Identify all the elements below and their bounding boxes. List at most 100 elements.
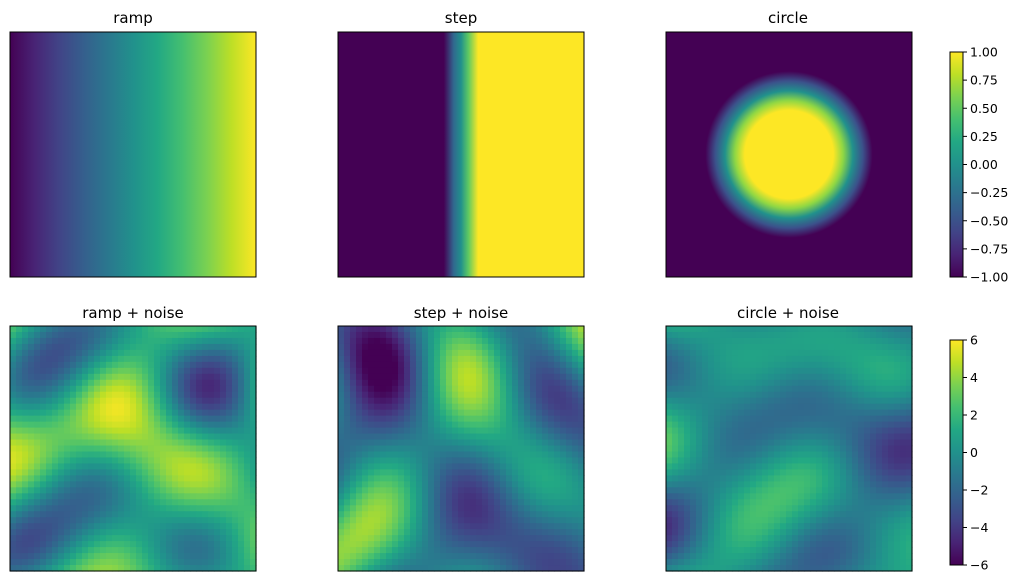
heatmap-cell <box>518 487 525 494</box>
heatmap-cell <box>106 523 113 530</box>
heatmap-cell <box>88 326 95 333</box>
heatmap-cell <box>774 403 781 411</box>
heatmap-cell <box>488 433 495 441</box>
heatmap-cell <box>738 535 745 542</box>
heatmap-cell <box>548 427 555 435</box>
heatmap-cell <box>416 559 423 566</box>
heatmap-cell <box>76 469 83 476</box>
heatmap-cell <box>250 523 257 530</box>
heatmap-cell <box>888 379 895 387</box>
heatmap-cell <box>780 463 787 471</box>
heatmap-cell <box>548 559 555 566</box>
heatmap-cell <box>202 457 209 465</box>
heatmap-cell <box>94 529 101 536</box>
heatmap-cell <box>870 349 877 357</box>
heatmap-cell <box>118 487 125 494</box>
heatmap-cell <box>172 535 179 542</box>
heatmap-cell <box>434 457 441 465</box>
heatmap-cell <box>70 535 77 542</box>
heatmap-cell <box>106 337 113 345</box>
heatmap-cell <box>142 403 149 411</box>
heatmap-cell <box>106 511 113 518</box>
heatmap-cell <box>690 361 697 369</box>
heatmap-cell <box>52 481 59 488</box>
heatmap-cell <box>578 331 585 339</box>
heatmap-cell <box>220 523 227 530</box>
heatmap-cell <box>798 427 805 435</box>
heatmap-cell <box>870 361 877 369</box>
heatmap-cell <box>160 415 167 423</box>
heatmap-cell <box>166 385 173 393</box>
heatmap-cell <box>690 463 697 471</box>
heatmap-cell <box>762 481 769 488</box>
heatmap-cell <box>10 529 17 536</box>
heatmap-cell <box>530 559 537 566</box>
heatmap-cell <box>362 409 369 417</box>
heatmap-cell <box>196 373 203 381</box>
heatmap-cell <box>190 361 197 369</box>
heatmap-cell <box>566 493 573 500</box>
heatmap-cell <box>780 445 787 453</box>
heatmap-cell <box>40 421 47 429</box>
heatmap-cell <box>512 487 519 494</box>
heatmap-cell <box>738 409 745 417</box>
heatmap-cell <box>142 529 149 536</box>
heatmap-cell <box>124 421 131 429</box>
heatmap-cell <box>744 559 751 566</box>
heatmap-cell <box>124 427 131 435</box>
heatmap-cell <box>166 547 173 554</box>
heatmap-cell <box>780 421 787 429</box>
heatmap-cell <box>864 355 871 363</box>
heatmap-cell <box>124 511 131 518</box>
heatmap-cell <box>708 415 715 423</box>
heatmap-cell <box>816 385 823 393</box>
heatmap-cell <box>178 355 185 363</box>
heatmap-cell <box>52 463 59 471</box>
heatmap-cell <box>16 529 23 536</box>
heatmap-cell <box>440 493 447 500</box>
heatmap-cell <box>398 385 405 393</box>
heatmap-cell <box>422 355 429 363</box>
heatmap-cell <box>40 445 47 453</box>
heatmap-cell <box>470 439 477 447</box>
heatmap-cell <box>684 421 691 429</box>
heatmap-cell <box>190 326 197 333</box>
heatmap-cell <box>250 481 257 488</box>
heatmap-cell <box>52 415 59 423</box>
heatmap-cell <box>476 403 483 411</box>
heatmap-cell <box>888 421 895 429</box>
heatmap-cell <box>220 427 227 435</box>
heatmap-cell <box>142 475 149 482</box>
heatmap-cell <box>684 427 691 435</box>
heatmap-cell <box>380 469 387 476</box>
heatmap-cell <box>220 343 227 351</box>
heatmap-cell <box>166 529 173 536</box>
heatmap-cell <box>166 361 173 369</box>
heatmap-cell <box>882 349 889 357</box>
heatmap-cell <box>64 409 71 417</box>
heatmap-cell <box>512 523 519 530</box>
heatmap-cell <box>768 361 775 369</box>
heatmap-cell <box>732 367 739 375</box>
heatmap-cell <box>792 433 799 441</box>
heatmap-cell <box>744 391 751 399</box>
heatmap-cell <box>894 433 901 441</box>
heatmap-cell <box>750 361 757 369</box>
heatmap-cell <box>482 367 489 375</box>
heatmap-cell <box>768 409 775 417</box>
heatmap-cell <box>864 415 871 423</box>
heatmap-cell <box>368 373 375 381</box>
heatmap-cell <box>678 505 685 512</box>
heatmap-cell <box>578 505 585 512</box>
heatmap-cell <box>714 367 721 375</box>
heatmap-cell <box>858 529 865 536</box>
heatmap-cell <box>702 487 709 494</box>
heatmap-cell <box>458 547 465 554</box>
heatmap-cell <box>10 421 17 429</box>
heatmap-cell <box>440 439 447 447</box>
heatmap-cell <box>762 403 769 411</box>
heatmap-cell <box>786 433 793 441</box>
heatmap-cell <box>672 361 679 369</box>
heatmap-cell <box>530 511 537 518</box>
heatmap-cell <box>196 385 203 393</box>
